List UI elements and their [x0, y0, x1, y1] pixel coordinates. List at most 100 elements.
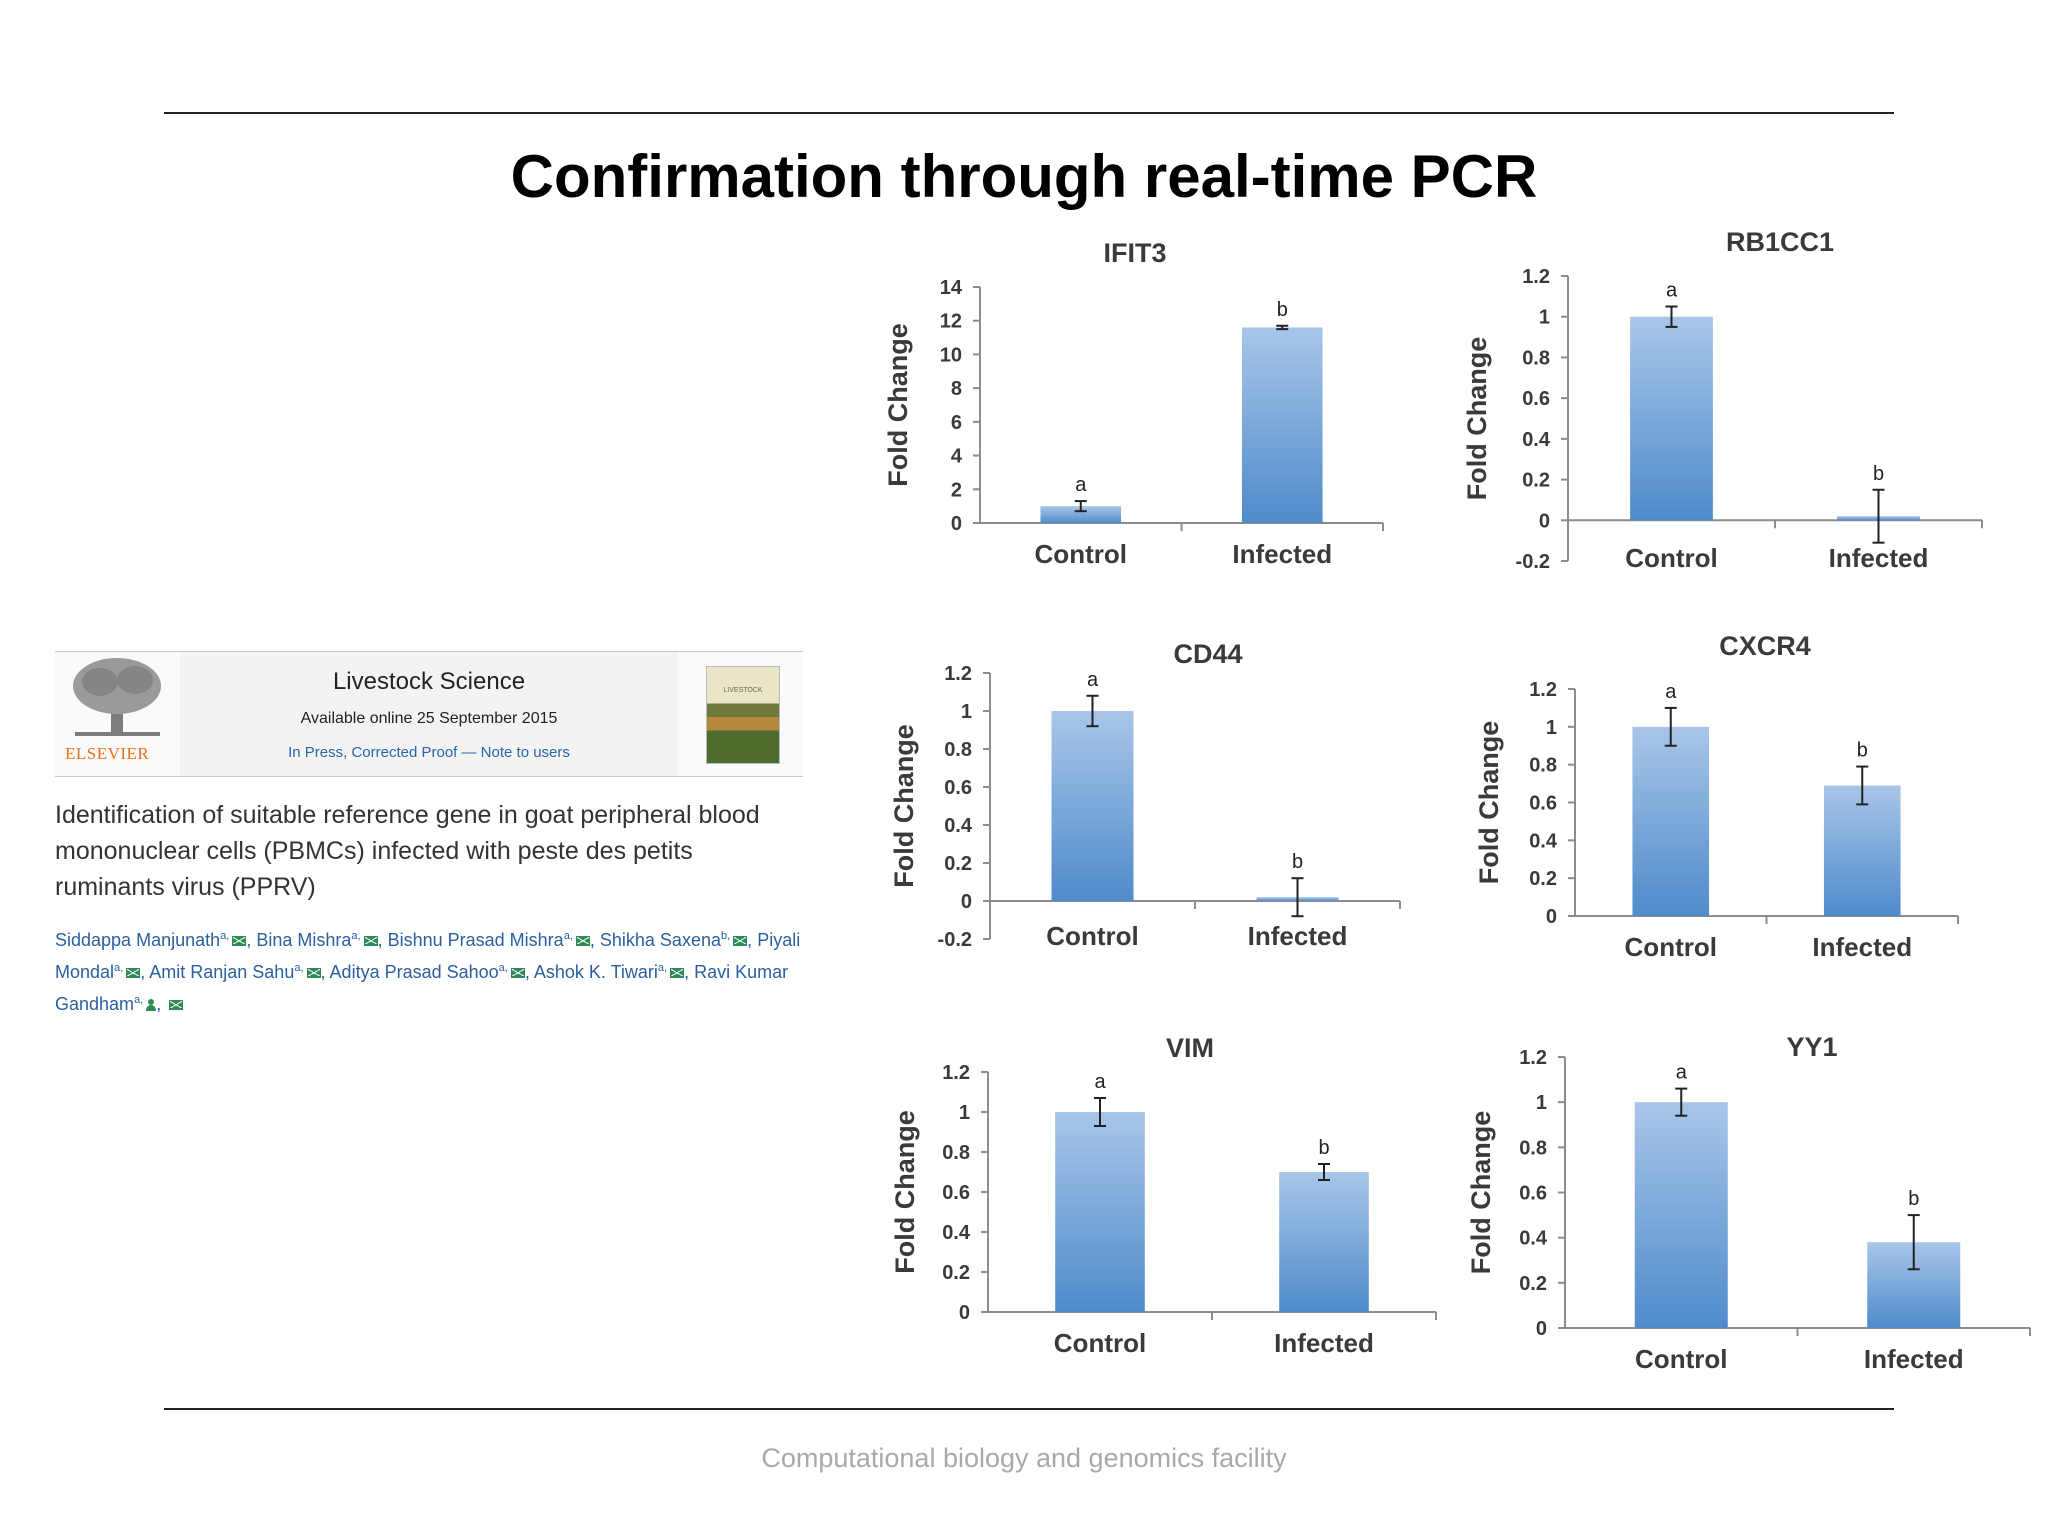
top-divider: [164, 112, 1894, 114]
email-icon[interactable]: [670, 968, 685, 979]
y-tick-label: 1: [1536, 1092, 1547, 1114]
chart-title: RB1CC1: [1726, 227, 1834, 257]
y-tick-label: -0.2: [1516, 551, 1550, 573]
y-tick-label: 1: [1539, 307, 1550, 329]
author-affiliation: a,: [114, 962, 124, 974]
email-icon[interactable]: [169, 1000, 184, 1011]
y-tick-label: 0.8: [942, 1142, 970, 1164]
cover-title: LIVESTOCK: [723, 687, 763, 694]
bar-infected: [1823, 785, 1901, 916]
y-tick-label: 0.6: [942, 1182, 970, 1204]
email-icon[interactable]: [733, 936, 748, 947]
y-tick-label: 1.2: [1522, 266, 1550, 288]
bar-control: [1051, 711, 1134, 901]
author-link[interactable]: Ashok K. Tiwari: [533, 962, 658, 982]
significance-letter: b: [1277, 299, 1288, 321]
author-link[interactable]: Siddappa Manjunath: [55, 930, 221, 950]
available-online: Available online 25 September 2015: [300, 710, 558, 727]
y-tick-label: 0.4: [1519, 1228, 1548, 1250]
email-icon[interactable]: [363, 936, 378, 947]
tree-logo-icon: [73, 658, 161, 736]
y-axis-label: Fold Change: [1474, 721, 1504, 885]
author-link[interactable]: Piyali Mondal: [55, 930, 801, 982]
email-icon[interactable]: [126, 968, 141, 979]
x-tick-label: Control: [1046, 921, 1138, 951]
chart-cd44: CD44 Fold Change -0.2 0 0.2 0.4 0.6 0.8 1 1.2 a Con…: [889, 639, 1401, 951]
journal-name[interactable]: Livestock Science: [332, 668, 526, 695]
y-tick-label: 1.2: [1529, 679, 1557, 701]
y-tick-label: 0.4: [944, 815, 973, 837]
y-axis-label: Fold Change: [1466, 1111, 1496, 1275]
y-tick-label: 2: [951, 479, 962, 501]
y-tick-label: 0.4: [1522, 429, 1551, 451]
y-tick-label: 4: [951, 446, 963, 468]
significance-letter: a: [1075, 474, 1087, 496]
x-tick-label: Infected: [1864, 1344, 1964, 1374]
author-link[interactable]: Amit Ranjan Sahu: [149, 962, 295, 982]
chart-yy1: YY1 Fold Change 0 0.2 0.4 0.6 0.8 1 1.2 a Control b…: [1466, 1032, 2031, 1374]
journal-cover-image[interactable]: LIVESTOCK: [706, 666, 780, 764]
bar-infected: [1279, 1172, 1369, 1312]
author-list: Siddappa Manjunatha,, Bina Mishraa,, Bis…: [55, 930, 801, 1014]
author-link[interactable]: Shikha Saxena: [599, 930, 721, 950]
y-tick-label: 0.2: [1519, 1273, 1547, 1295]
bottom-divider: [164, 1408, 1894, 1410]
author-link[interactable]: Bishnu Prasad Mishra: [387, 930, 564, 950]
elsevier-logo: ELSEVIER: [55, 652, 180, 776]
y-tick-label: 1.2: [944, 663, 972, 685]
author-affiliation: a,: [563, 930, 573, 942]
significance-letter: a: [1665, 681, 1677, 703]
significance-letter: b: [1318, 1137, 1329, 1159]
y-tick-label: 0.8: [1529, 755, 1557, 777]
significance-letter: b: [1857, 740, 1868, 762]
x-tick-label: Infected: [1248, 921, 1348, 951]
y-tick-label: 0: [1536, 1318, 1547, 1340]
y-tick-label: 12: [940, 311, 962, 333]
corresponding-author-icon[interactable]: [146, 999, 157, 1012]
significance-letter: a: [1094, 1071, 1106, 1093]
y-tick-label: 0.6: [1522, 388, 1550, 410]
y-tick-label: 0.6: [1529, 793, 1557, 815]
email-icon[interactable]: [510, 968, 525, 979]
y-tick-label: 1: [1546, 717, 1557, 739]
x-tick-label: Control: [1625, 932, 1717, 962]
y-tick-label: 14: [940, 277, 963, 299]
bar-control: [1630, 316, 1713, 521]
y-tick-label: 0: [961, 891, 972, 913]
y-axis-label: Fold Change: [889, 724, 919, 888]
y-tick-label: 10: [940, 344, 962, 366]
y-tick-label: 0: [951, 513, 962, 535]
y-tick-label: 1.2: [1519, 1047, 1547, 1069]
email-icon[interactable]: [232, 936, 247, 947]
x-tick-label: Infected: [1274, 1328, 1374, 1358]
significance-letter: b: [1873, 463, 1884, 485]
in-press-link[interactable]: In Press, Corrected Proof — Note to user…: [288, 744, 570, 761]
y-tick-label: 1.2: [942, 1062, 970, 1084]
author-link[interactable]: Aditya Prasad Sahoo: [329, 962, 499, 982]
chart-cxcr4: CXCR4 Fold Change 0 0.2 0.4 0.6 0.8 1 1.2 a Contro…: [1474, 631, 1959, 962]
y-tick-label: 0.8: [1519, 1137, 1547, 1159]
y-tick-label: 8: [951, 378, 962, 400]
chart-title: VIM: [1166, 1033, 1214, 1063]
significance-letter: a: [1087, 669, 1099, 691]
email-icon[interactable]: [575, 936, 590, 947]
y-tick-label: 0.2: [1522, 470, 1550, 492]
bar-control: [1634, 1102, 1728, 1328]
bar-control: [1040, 506, 1122, 523]
author-affiliation: b,: [720, 930, 731, 942]
chart-title: CXCR4: [1719, 631, 1811, 661]
slide-title: Confirmation through real-time PCR: [510, 143, 1538, 210]
significance-letter: b: [1908, 1188, 1919, 1210]
y-tick-label: 0.8: [1522, 347, 1550, 369]
email-icon[interactable]: [306, 968, 321, 979]
y-tick-label: 0.2: [1529, 868, 1557, 890]
author-link[interactable]: Bina Mishra: [256, 930, 352, 950]
author-link[interactable]: Ravi Kumar Gandham: [55, 962, 789, 1014]
x-tick-label: Infected: [1232, 539, 1332, 569]
author-affiliation: a,: [134, 994, 144, 1006]
author-affiliation: a,: [657, 962, 668, 974]
chart-title: CD44: [1173, 639, 1242, 669]
chart-title: IFIT3: [1103, 238, 1166, 268]
y-tick-label: 0.2: [944, 853, 972, 875]
